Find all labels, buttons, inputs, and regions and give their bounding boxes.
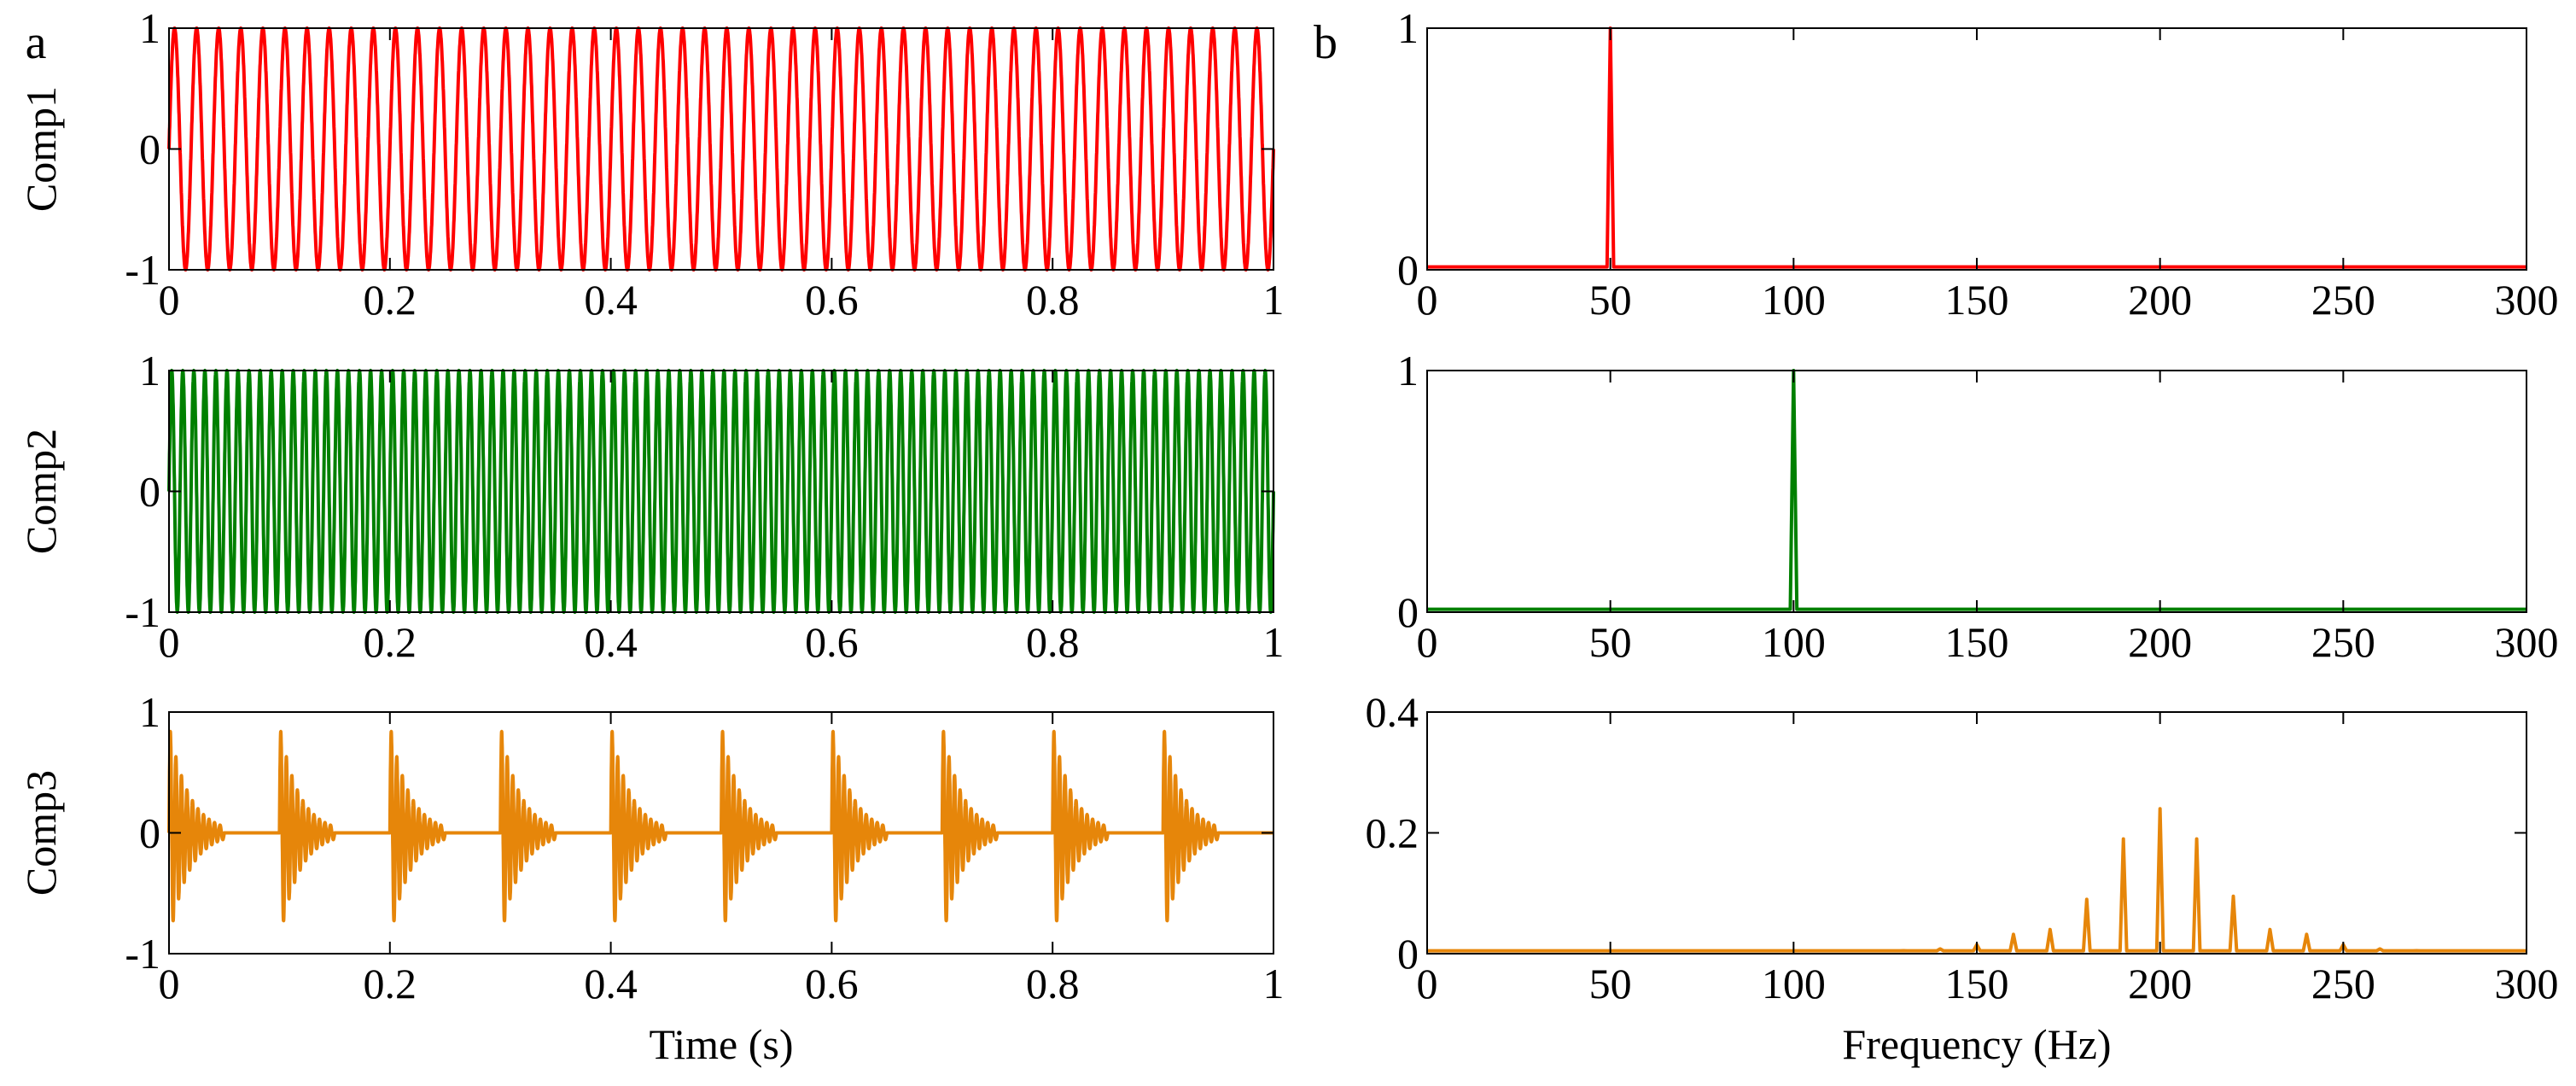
comp2-time-xtick-label: 0 bbox=[159, 618, 180, 666]
comp3-spectrum-xtick-label: 250 bbox=[2311, 960, 2375, 1007]
comp3-spectrum-series-line bbox=[1427, 807, 2526, 953]
comp1-spectrum-xtick-label: 250 bbox=[2311, 276, 2375, 324]
comp3-time-ylabel: Comp3 bbox=[17, 770, 65, 896]
comp2-spectrum-panel: 0 50 100 150 200 250 300 0 1 bbox=[1397, 347, 2559, 666]
comp3-spectrum-ytick-label: 0.4 bbox=[1366, 688, 1419, 736]
comp1-time-series-line bbox=[167, 26, 1275, 272]
comp2-time-xtick-label: 0.8 bbox=[1026, 618, 1080, 666]
comp1-time-xtick-label: 0.4 bbox=[584, 276, 638, 324]
comp2-spectrum-ytick-label: 0 bbox=[1397, 588, 1419, 636]
comp2-spectrum-axes-frame bbox=[1426, 370, 2527, 613]
comp2-spectrum-xtick-label: 300 bbox=[2495, 618, 2559, 666]
comp1-time-xtick-label: 0.2 bbox=[364, 276, 417, 324]
panel-label-a: a bbox=[26, 16, 47, 69]
comp2-spectrum-xtick-label: 150 bbox=[1945, 618, 2009, 666]
comp3-spectrum-xtick-label: 100 bbox=[1762, 960, 1826, 1007]
comp3-spectrum-xtick-label: 0 bbox=[1417, 960, 1438, 1007]
comp1-time-ylabel: Comp1 bbox=[17, 86, 65, 212]
comp3-time-ytick-label: 1 bbox=[139, 688, 160, 736]
comp1-time-xtick-label: 1 bbox=[1263, 276, 1285, 324]
comp2-time-xtick-label: 0.6 bbox=[805, 618, 859, 666]
comp3-spectrum-xtick-label: 150 bbox=[1945, 960, 2009, 1007]
comp1-time-xtick-label: 0.6 bbox=[805, 276, 859, 324]
comp2-time-ytick-label: 0 bbox=[139, 468, 160, 516]
comp3-time-xtick-label: 0 bbox=[159, 960, 180, 1007]
comp2-time-xtick-label: 1 bbox=[1263, 618, 1285, 666]
comp2-time-xtick-label: 0.2 bbox=[364, 618, 417, 666]
comp3-spectrum-xlabel: Frequency (Hz) bbox=[1842, 1020, 2111, 1068]
comp1-spectrum-series-line bbox=[1427, 26, 2526, 269]
comp1-time-ytick-label: 1 bbox=[139, 4, 160, 52]
comp1-spectrum-xtick-label: 50 bbox=[1589, 276, 1632, 324]
comp1-spectrum-ytick-label: 1 bbox=[1397, 4, 1419, 52]
comp2-spectrum-series-line bbox=[1427, 369, 2526, 611]
comp3-time-xtick-label: 0.6 bbox=[805, 960, 859, 1007]
comp3-spectrum-xtick-label: 200 bbox=[2128, 960, 2192, 1007]
comp2-spectrum-xtick-label: 50 bbox=[1589, 618, 1632, 666]
comp3-spectrum-ytick-label: 0 bbox=[1397, 930, 1419, 978]
comp3-spectrum-xtick-label: 300 bbox=[2495, 960, 2559, 1007]
comp2-time-ylabel: Comp2 bbox=[17, 429, 65, 554]
comp1-time-ytick-label: -1 bbox=[125, 246, 160, 294]
comp3-spectrum-axes-frame bbox=[1426, 711, 2527, 955]
comp1-spectrum-xtick-label: 300 bbox=[2495, 276, 2559, 324]
comp3-time-series-line bbox=[167, 729, 1275, 923]
comp3-time-ytick-label: 0 bbox=[139, 809, 160, 857]
comp3-spectrum-ytick-label: 0.2 bbox=[1366, 809, 1419, 857]
comp1-time-xtick-label: 0 bbox=[159, 276, 180, 324]
comp2-spectrum-ytick-label: 1 bbox=[1397, 347, 1419, 394]
comp1-spectrum-ytick-label: 0 bbox=[1397, 246, 1419, 294]
comp3-time-ytick-label: -1 bbox=[125, 930, 160, 978]
comp2-time-ytick-label: 1 bbox=[139, 347, 160, 394]
comp3-time-xtick-label: 0.4 bbox=[584, 960, 638, 1007]
comp2-spectrum-xtick-label: 200 bbox=[2128, 618, 2192, 666]
comp2-spectrum-xtick-label: 100 bbox=[1762, 618, 1826, 666]
comp3-time-xtick-label: 0.2 bbox=[364, 960, 417, 1007]
comp1-spectrum-xtick-label: 200 bbox=[2128, 276, 2192, 324]
comp2-time-ytick-label: -1 bbox=[125, 588, 160, 636]
comp2-spectrum-xtick-label: 0 bbox=[1417, 618, 1438, 666]
comp3-spectrum-xtick-label: 50 bbox=[1589, 960, 1632, 1007]
comp1-spectrum-xtick-label: 100 bbox=[1762, 276, 1826, 324]
panel-label-b: b bbox=[1314, 16, 1338, 69]
comp1-spectrum-xtick-label: 150 bbox=[1945, 276, 2009, 324]
comp3-time-xtick-label: 1 bbox=[1263, 960, 1285, 1007]
comp2-spectrum-xtick-label: 250 bbox=[2311, 618, 2375, 666]
comp1-spectrum-axes-frame bbox=[1426, 27, 2527, 271]
comp1-time-ytick-label: 0 bbox=[139, 126, 160, 173]
comp3-spectrum-panel: 0 50 100 150 200 250 300 0 0.2 0.4 Frequency (Hz) bbox=[1366, 688, 2559, 1068]
comp1-spectrum-panel: 0 50 100 150 200 250 300 0 1 bbox=[1397, 4, 2559, 324]
comp3-time-xtick-label: 0.8 bbox=[1026, 960, 1080, 1007]
comp1-spectrum-xtick-label: 0 bbox=[1417, 276, 1438, 324]
comp1-time-xtick-label: 0.8 bbox=[1026, 276, 1080, 324]
comp2-time-series-line bbox=[167, 369, 1275, 614]
comp3-time-xlabel: Time (s) bbox=[649, 1020, 793, 1068]
comp2-time-xtick-label: 0.4 bbox=[584, 618, 638, 666]
